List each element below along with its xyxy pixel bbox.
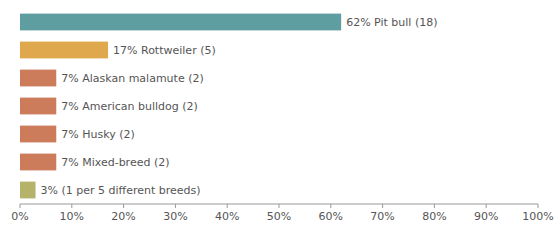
- tick-mark: [330, 204, 331, 208]
- bar-label: 62% Pit bull (18): [346, 16, 437, 29]
- tick-label: 100%: [522, 210, 553, 223]
- tick-label: 70%: [370, 210, 394, 223]
- bar-labels: 3% (1 per 5 different breeds) 7% Mixed-br…: [41, 16, 438, 197]
- tick-label: 80%: [422, 210, 446, 223]
- tick-mark: [538, 204, 539, 208]
- tick-mark: [20, 204, 21, 208]
- bar: [20, 70, 56, 87]
- tick-label: 60%: [319, 210, 343, 223]
- tick-label: 0%: [11, 210, 28, 223]
- bar-label: 3% (1 per 5 different breeds): [41, 184, 201, 197]
- tick-mark: [279, 204, 280, 208]
- tick-mark: [123, 204, 124, 208]
- tick-label: 50%: [267, 210, 291, 223]
- bar-label: 7% Alaskan malamute (2): [61, 72, 203, 85]
- tick-label: 20%: [111, 210, 135, 223]
- bar: [20, 14, 341, 31]
- bar: [20, 182, 36, 199]
- tick-mark: [486, 204, 487, 208]
- bar: [20, 42, 108, 59]
- bars: [20, 14, 341, 199]
- bar: [20, 126, 56, 143]
- tick-label: 40%: [215, 210, 239, 223]
- tick-label: 30%: [163, 210, 187, 223]
- tick-label: 10%: [60, 210, 84, 223]
- bar: [20, 154, 56, 171]
- tick-mark: [382, 204, 383, 208]
- bar-label: 7% Mixed-breed (2): [61, 156, 169, 169]
- bar: [20, 98, 56, 115]
- bar-label: 17% Rottweiler (5): [113, 44, 216, 57]
- bar-label: 7% American bulldog (2): [61, 100, 198, 113]
- tick-label: 90%: [474, 210, 498, 223]
- tick-mark: [71, 204, 72, 208]
- tick-mark: [227, 204, 228, 208]
- tick-mark: [434, 204, 435, 208]
- x-axis: 0% 10% 20% 30% 40% 50% 60% 70% 80% 90% 100%: [11, 204, 553, 223]
- chart: 3% (1 per 5 different breeds) 7% Mixed-br…: [0, 0, 560, 234]
- bar-label: 7% Husky (2): [61, 128, 135, 141]
- tick-mark: [175, 204, 176, 208]
